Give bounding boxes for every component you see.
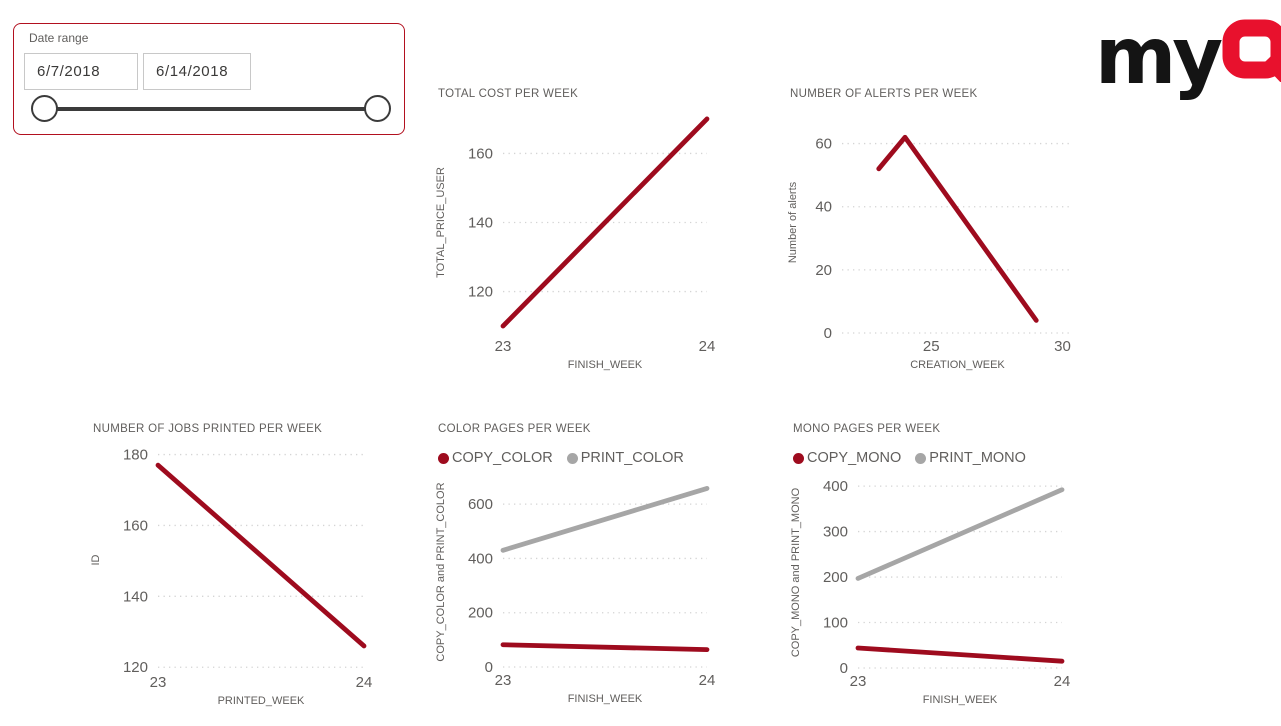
chart-title: TOTAL COST PER WEEK [438, 88, 579, 100]
x-axis-title: PRINTED_WEEK [218, 695, 305, 707]
x-tick-label: 23 [495, 338, 512, 355]
series-line-print-mono [855, 487, 1065, 581]
chart-canvas: 120 140 160 23 24 FINISH_WEEK TOTAL_PRICE_USER [435, 116, 716, 371]
legend-item-copy-color[interactable]: COPY_COLOR [438, 450, 553, 466]
y-tick-label: 120 [468, 284, 493, 301]
legend-item-copy-mono[interactable]: COPY_MONO [793, 450, 901, 466]
series-line-total-price-user [500, 116, 710, 329]
y-tick-label: 0 [840, 660, 848, 677]
x-tick-label: 24 [699, 672, 716, 689]
x-tick-label: 23 [150, 674, 167, 691]
y-axis-title: COPY_COLOR and PRINT_COLOR [435, 482, 447, 661]
chart-legend: COPY_MONO PRINT_MONO [793, 450, 1026, 466]
y-tick-label: 0 [485, 659, 493, 676]
legend-dot-icon [793, 452, 804, 464]
series-line-number-of-alerts [876, 134, 1039, 323]
y-axis-title: COPY_MONO and PRINT_MONO [790, 487, 802, 657]
legend-dot-icon [915, 452, 927, 464]
x-axis-title: FINISH_WEEK [568, 693, 643, 705]
y-tick-label: 0 [824, 325, 832, 342]
x-tick-label: 23 [495, 672, 512, 689]
legend-label: PRINT_MONO [929, 450, 1026, 466]
chart-canvas: 0 20 40 60 25 30 CREATION_WEEK Number of alerts [787, 134, 1073, 371]
legend-dot-icon [566, 452, 578, 464]
x-tick-label: 30 [1054, 338, 1071, 355]
chart-legend: COPY_COLOR PRINT_COLOR [438, 450, 684, 466]
y-axis-title: ID [90, 554, 102, 565]
slicer-label: Date range [29, 31, 89, 45]
y-tick-label: 140 [468, 215, 493, 232]
x-axis-title: CREATION_WEEK [910, 359, 1005, 371]
y-tick-label: 300 [823, 524, 848, 541]
y-tick-label: 40 [815, 199, 832, 216]
myq-logo-text: my [1095, 11, 1223, 102]
legend-label: COPY_COLOR [452, 450, 553, 466]
y-tick-label: 20 [815, 262, 832, 279]
y-axis-title: Number of alerts [787, 181, 799, 263]
y-tick-label: 200 [468, 605, 493, 622]
y-tick-label: 100 [823, 615, 848, 632]
x-axis-title: FINISH_WEEK [568, 359, 643, 371]
series-line-copy-color [500, 642, 710, 653]
legend-dot-icon [438, 452, 449, 464]
y-tick-label: 160 [123, 517, 148, 534]
chart-canvas: 0 100 200 300 400 23 24 FINISH_WEEK COPY_MONO an… [790, 478, 1071, 706]
chart-number-of-jobs-printed-per-week[interactable]: NUMBER OF JOBS PRINTED PER WEEK 120 140 160… [85, 417, 400, 717]
date-range-slider-track[interactable] [44, 107, 377, 111]
x-tick-label: 24 [356, 674, 373, 691]
legend-label: COPY_MONO [807, 450, 902, 466]
y-tick-label: 400 [468, 550, 493, 567]
end-date-input[interactable]: 6/14/2018 [143, 53, 251, 90]
legend-item-print-mono[interactable]: PRINT_MONO [915, 450, 1026, 466]
x-tick-label: 24 [1054, 673, 1071, 690]
legend-item-print-color[interactable]: PRINT_COLOR [566, 450, 684, 466]
y-tick-label: 140 [123, 588, 148, 605]
date-range-slicer: Date range 6/7/2018 6/14/2018 [13, 23, 405, 135]
date-range-slider-handle-end[interactable] [364, 95, 391, 122]
chart-color-pages-per-week[interactable]: COLOR PAGES PER WEEK COPY_COLOR PRINT_COLO… [430, 417, 745, 717]
y-tick-label: 60 [815, 136, 832, 153]
y-tick-label: 180 [123, 447, 148, 464]
chart-title: MONO PAGES PER WEEK [793, 423, 941, 435]
y-tick-label: 160 [468, 145, 493, 162]
x-tick-label: 23 [850, 673, 867, 690]
start-date-input[interactable]: 6/7/2018 [24, 53, 138, 90]
x-tick-label: 24 [699, 338, 716, 355]
chart-total-cost-per-week[interactable]: TOTAL COST PER WEEK 120 140 160 23 24 FINISH_W… [430, 82, 745, 380]
y-tick-label: 120 [123, 659, 148, 676]
chart-number-of-alerts-per-week[interactable]: NUMBER OF ALERTS PER WEEK 0 20 40 60 25 30 CREA… [782, 82, 1094, 380]
y-tick-label: 600 [468, 496, 493, 513]
legend-label: PRINT_COLOR [580, 450, 684, 466]
series-line-print-color [500, 485, 710, 553]
y-tick-label: 200 [823, 569, 848, 586]
chart-title: NUMBER OF JOBS PRINTED PER WEEK [93, 423, 323, 435]
y-axis-title: TOTAL_PRICE_USER [435, 167, 447, 278]
series-line-id [155, 462, 367, 649]
y-tick-label: 400 [823, 478, 848, 495]
x-tick-label: 25 [923, 338, 940, 355]
myq-logo: my [1095, 10, 1281, 102]
chart-canvas: 120 140 160 180 23 24 PRINTED_WEEK ID [90, 447, 373, 707]
chart-title: NUMBER OF ALERTS PER WEEK [790, 88, 978, 100]
chart-canvas: 0 200 400 600 23 24 FINISH_WEEK COPY_COLOR and … [435, 482, 716, 705]
x-axis-title: FINISH_WEEK [923, 694, 998, 706]
date-range-slider-handle-start[interactable] [31, 95, 58, 122]
chart-mono-pages-per-week[interactable]: MONO PAGES PER WEEK COPY_MONO PRINT_MONO 0 1… [785, 417, 1097, 717]
chart-title: COLOR PAGES PER WEEK [438, 423, 591, 435]
myq-logo-q-icon [1222, 19, 1281, 82]
series-line-copy-mono [855, 645, 1065, 664]
